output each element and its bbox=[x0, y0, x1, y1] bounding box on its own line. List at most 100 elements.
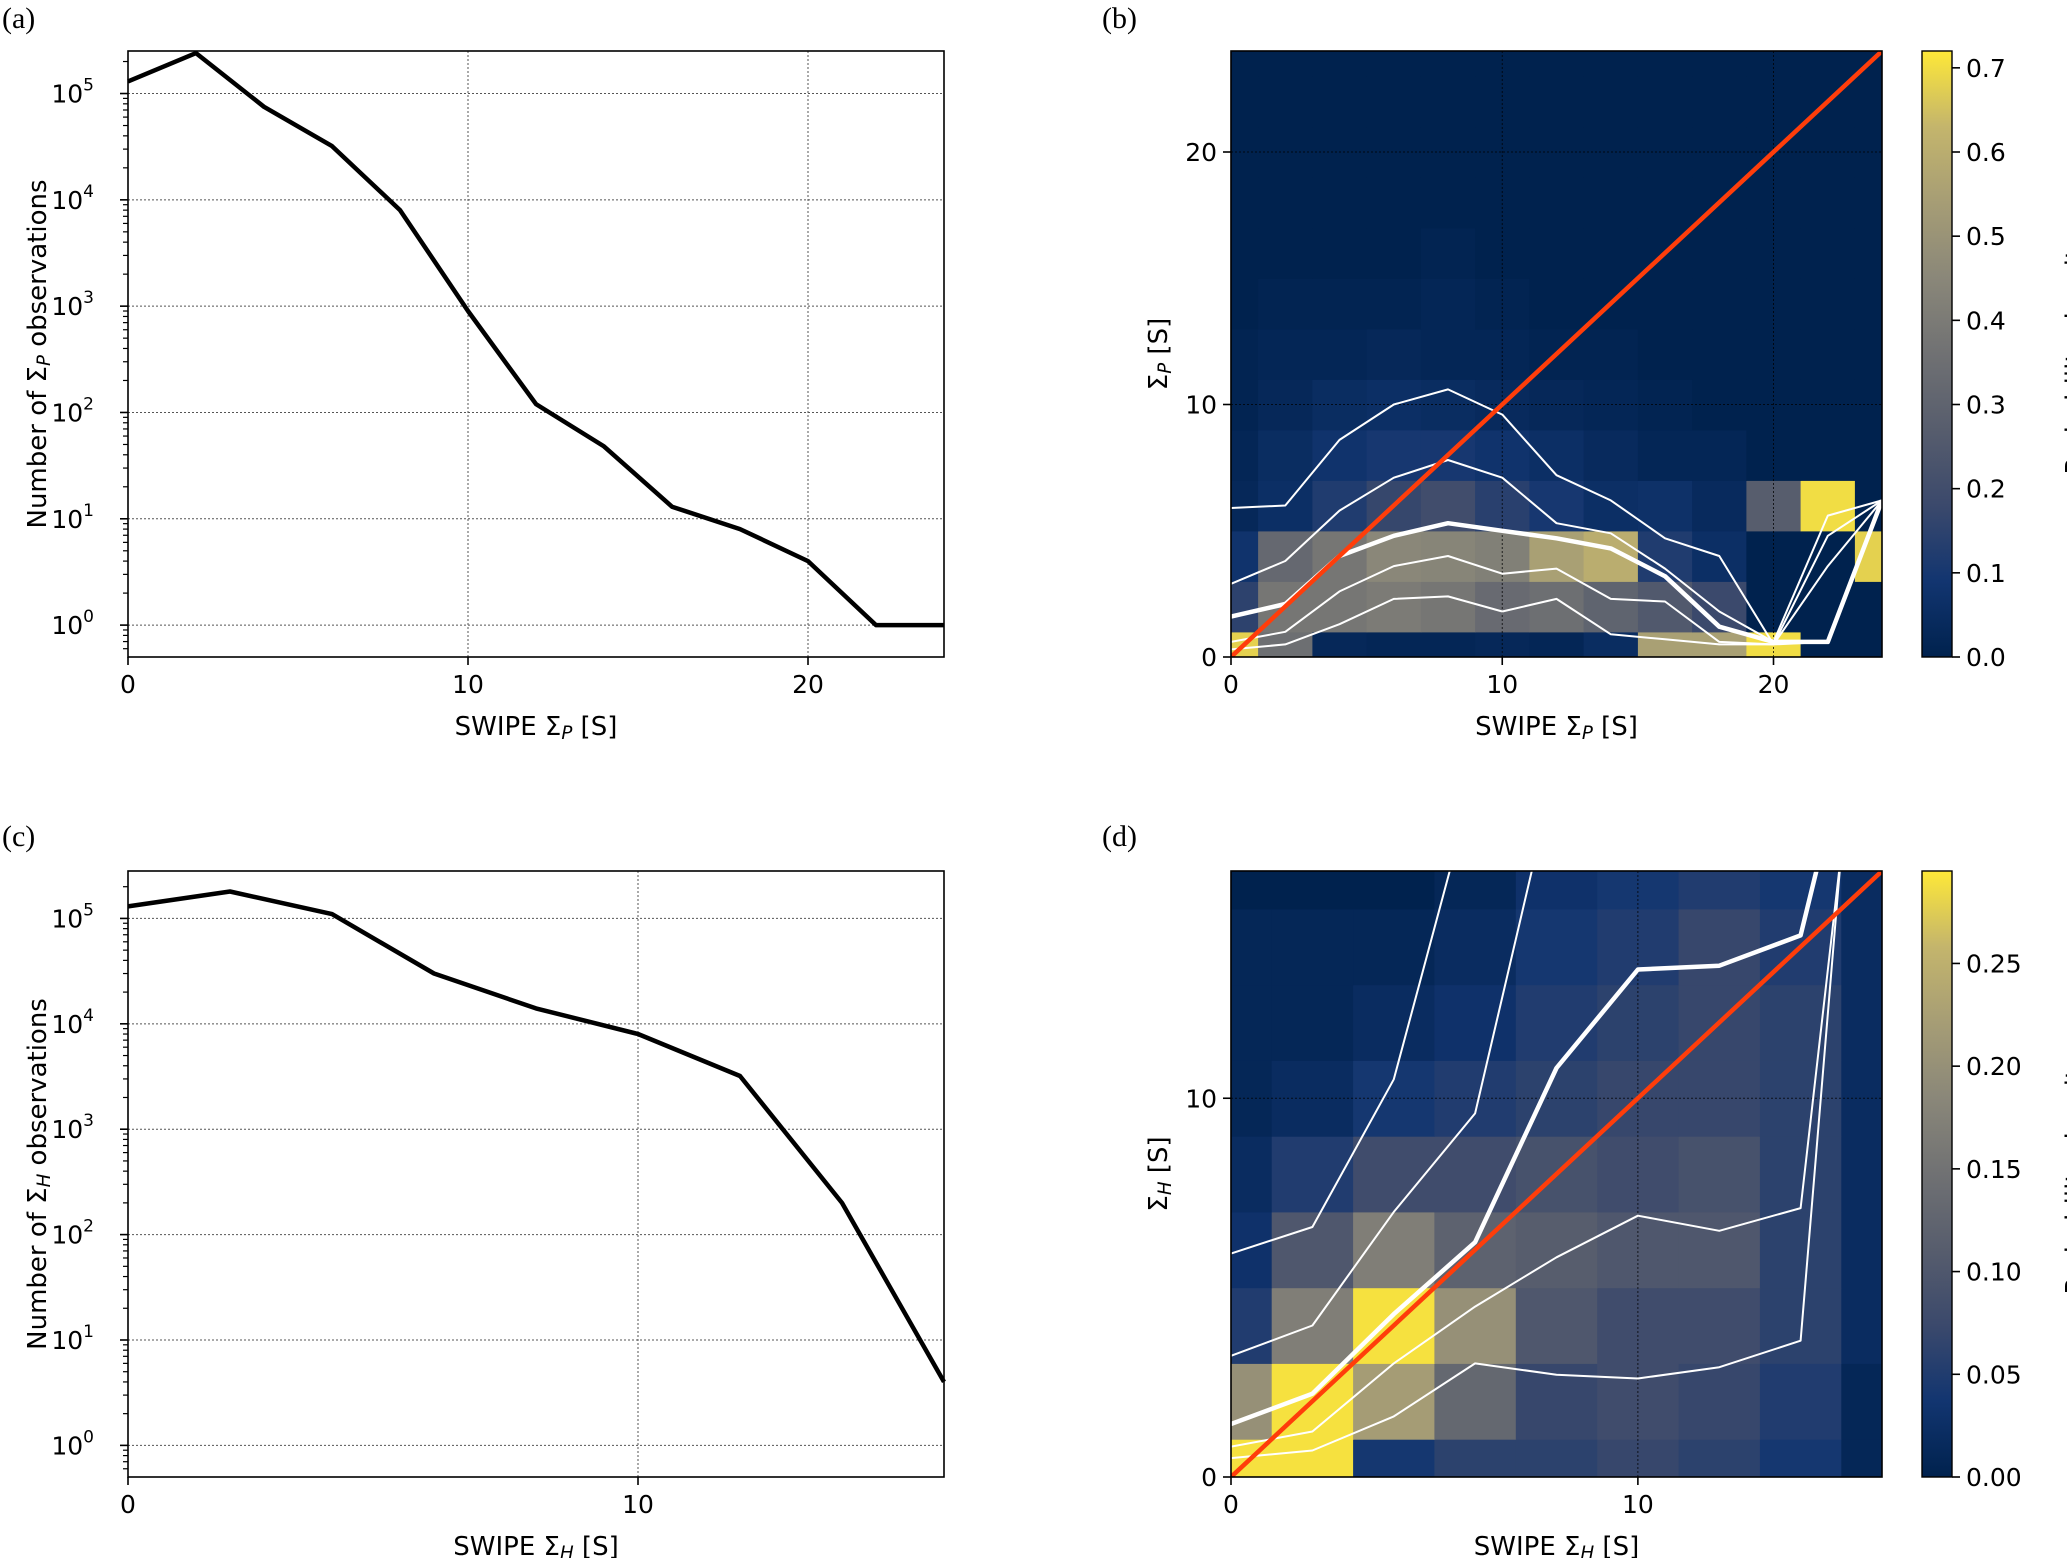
heatmap-cell bbox=[1800, 227, 1856, 279]
heatmap-cell bbox=[1271, 1211, 1354, 1289]
heatmap-cell bbox=[1841, 1439, 1882, 1477]
heatmap-cell bbox=[1420, 227, 1476, 279]
heatmap-cell bbox=[1366, 126, 1422, 178]
heatmap-cell bbox=[1692, 76, 1747, 128]
heatmap-cell bbox=[1529, 227, 1585, 279]
panel-label: (a) bbox=[2, 2, 35, 35]
x-axis-label: SWIPE ΣP [S] bbox=[455, 712, 618, 744]
heatmap-cell bbox=[1637, 76, 1693, 128]
heatmap-cell bbox=[1312, 278, 1368, 330]
heatmap-cell bbox=[1692, 227, 1747, 279]
colorbar-tick-label: 0.4 bbox=[1966, 306, 2006, 335]
panel-label: (b) bbox=[1102, 2, 1137, 35]
panel-label: (c) bbox=[2, 820, 35, 853]
y-axis-label: Number of ΣH observations bbox=[23, 998, 55, 1350]
heatmap-cell bbox=[1529, 51, 1585, 77]
heatmap-cell bbox=[1637, 631, 1693, 657]
x-tick-label: 10 bbox=[452, 670, 484, 699]
y-tick-label: 20 bbox=[1185, 138, 1217, 167]
heatmap-cell bbox=[1271, 984, 1354, 1061]
x-axis-label: SWIPE ΣP [S] bbox=[1475, 712, 1638, 744]
heatmap-cell bbox=[1312, 177, 1368, 229]
heatmap-cell bbox=[1420, 631, 1476, 657]
colorbar-tick-label: 0.00 bbox=[1966, 1463, 2022, 1492]
heatmap-cell bbox=[1420, 581, 1476, 633]
heatmap-cell bbox=[1515, 1439, 1598, 1477]
y-tick-label: 0 bbox=[1201, 1463, 1217, 1492]
identity-line bbox=[1231, 871, 1882, 1477]
heatmap-cell bbox=[1258, 227, 1313, 279]
heatmap-cell bbox=[1515, 1287, 1598, 1364]
plot-frame bbox=[127, 870, 945, 1478]
heatmap-cell bbox=[1366, 530, 1422, 582]
y-axis-label: Number of ΣP observations bbox=[23, 179, 55, 528]
heatmap-cell bbox=[1366, 177, 1422, 229]
quantile-line bbox=[1231, 871, 1841, 1460]
panel-b: 0 10 20 0 10 20 SWIPE ΣP [S] ΣP [S] 0.0 0.1 0.2 0.3… bbox=[1102, 2, 2067, 744]
panel-label: (d) bbox=[1102, 820, 1137, 853]
heatmap-cell bbox=[1258, 177, 1313, 229]
heatmap-cell bbox=[1583, 51, 1639, 77]
heatmap-cell bbox=[1854, 631, 1882, 657]
heatmap-cell bbox=[1841, 1211, 1882, 1289]
x-tick-label: 10 bbox=[1622, 1490, 1654, 1519]
plot-frame bbox=[127, 50, 945, 658]
colorbar-tick-label: 0.15 bbox=[1966, 1155, 2022, 1184]
heatmap-cell bbox=[1231, 328, 1259, 380]
colorbar bbox=[1921, 870, 1953, 1478]
heatmap-cell bbox=[1231, 984, 1273, 1061]
x-tick-label: 0 bbox=[1223, 1490, 1239, 1519]
heatmap-cell bbox=[1678, 1136, 1761, 1213]
heatmap-cell bbox=[1420, 278, 1476, 330]
x-tick-label: 0 bbox=[1223, 670, 1239, 699]
heatmap-cell bbox=[1258, 76, 1313, 128]
heatmap-cell bbox=[1637, 480, 1693, 532]
panel-d: 0 10 0 10 SWIPE ΣH [S] ΣH [S] 0.00 0.05 0.10 0.15… bbox=[1102, 820, 2067, 1558]
heatmap-cell bbox=[1583, 227, 1639, 279]
heatmap-area bbox=[1231, 871, 1882, 1477]
heatmap-cell bbox=[1434, 984, 1517, 1061]
heatmap-cell bbox=[1800, 51, 1856, 77]
heatmap-cell bbox=[1231, 278, 1259, 330]
heatmap-cell bbox=[1231, 76, 1259, 128]
x-tick-label: 0 bbox=[120, 670, 136, 699]
heatmap-cell bbox=[1353, 908, 1436, 986]
quantile-line bbox=[1231, 871, 1841, 1448]
heatmap-cell bbox=[1637, 429, 1693, 481]
heatmap-cell bbox=[1854, 429, 1882, 481]
heatmap-cell bbox=[1854, 328, 1882, 380]
y-tick-label: 104 bbox=[51, 182, 94, 215]
heatmap-cell bbox=[1583, 328, 1639, 380]
y-tick-label: 103 bbox=[51, 1111, 94, 1144]
y-tick-label: 103 bbox=[51, 288, 94, 321]
colorbar-label: Probability density bbox=[2061, 233, 2067, 474]
heatmap-cell bbox=[1258, 328, 1313, 380]
heatmap-cell bbox=[1800, 278, 1856, 330]
y-tick-label: 102 bbox=[51, 394, 94, 427]
x-tick-label: 10 bbox=[622, 1490, 654, 1519]
heatmap-cell bbox=[1841, 984, 1882, 1061]
y-tick-label: 100 bbox=[51, 607, 94, 640]
series-line bbox=[127, 50, 944, 628]
heatmap-cell bbox=[1420, 328, 1476, 380]
quantile-line bbox=[1231, 871, 1533, 1357]
heatmap-cell bbox=[1529, 177, 1585, 229]
x-tick-label: 10 bbox=[1486, 670, 1518, 699]
colorbar-label: Probability density bbox=[2061, 1053, 2067, 1294]
y-axis-label: ΣH [S] bbox=[1144, 1136, 1176, 1211]
heatmap-cell bbox=[1312, 51, 1368, 77]
heatmap-cell bbox=[1434, 1363, 1517, 1440]
heatmap-cell bbox=[1271, 1136, 1354, 1213]
heatmap-cell bbox=[1841, 1287, 1882, 1364]
heatmap-cell bbox=[1366, 76, 1422, 128]
heatmap-cell bbox=[1637, 177, 1693, 229]
heatmap-cell bbox=[1841, 1136, 1882, 1213]
x-tick-label: 20 bbox=[1758, 670, 1790, 699]
heatmap-cell bbox=[1678, 871, 1761, 910]
quantile-line bbox=[1231, 871, 1819, 1427]
heatmap-cell bbox=[1312, 429, 1368, 481]
heatmap-cell bbox=[1529, 76, 1585, 128]
heatmap-cell bbox=[1637, 581, 1693, 633]
heatmap-cell bbox=[1258, 530, 1313, 582]
heatmap-cell bbox=[1231, 429, 1259, 481]
